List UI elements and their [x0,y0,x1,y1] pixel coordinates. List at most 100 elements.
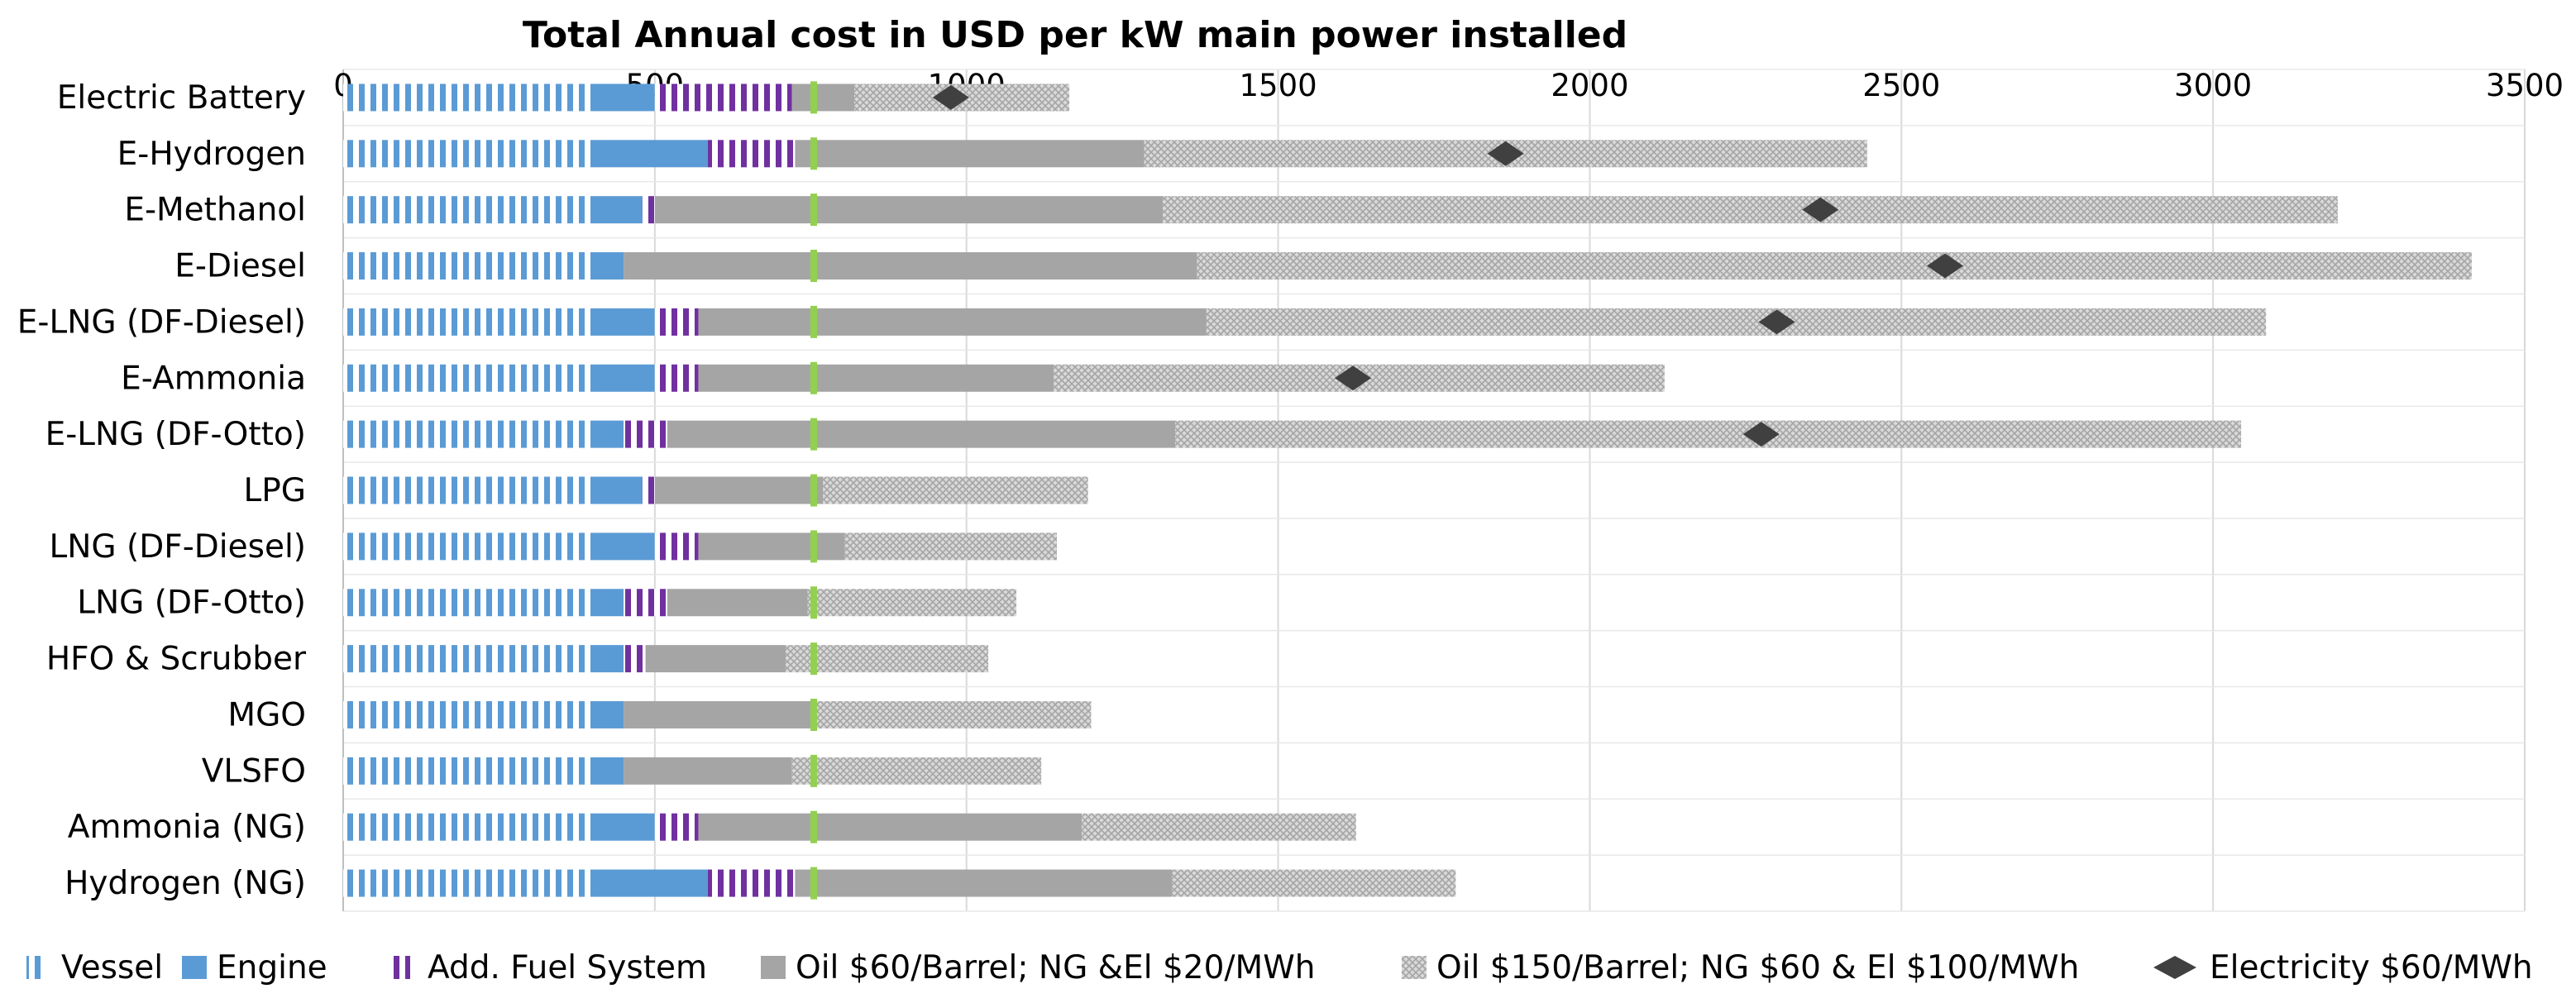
bar-oil-150-barrel-ng-60-el-100-mwh-e-lng-df-otto [1175,420,2242,448]
category-label-e-diesel: E-Diesel [174,248,306,285]
bar-add-fuel-system-lng-df-diesel [654,533,699,561]
bar-add-fuel-system-e-methanol [642,196,655,224]
bar-oil-150-barrel-ng-60-el-100-mwh-lng-df-otto [807,589,1017,617]
category-label-e-hydrogen: E-Hydrogen [117,136,306,173]
bar-engine-e-hydrogen [592,140,708,168]
bar-engine-lng-df-diesel [592,533,655,561]
category-label-e-ammonia: E-Ammonia [121,360,306,397]
bar-vessel-hydrogen-ng [343,869,593,897]
category-label-hydrogen-ng: Hydrogen (NG) [65,865,306,902]
legend-swatch [761,956,786,979]
bar-vessel-ammonia-ng [343,813,593,841]
category-label-hfo-scrubber: HFO & Scrubber [46,641,307,678]
bar-vessel-hfo-scrubber [343,645,593,673]
bar-oil-150-barrel-ng-60-el-100-mwh-mgo [814,700,1092,728]
legend: Vessel Engine Add. Fuel System Oil $60/Barr… [26,949,2533,986]
bar-add-fuel-system-lpg [642,476,655,504]
bar-vessel-lpg [343,476,593,504]
marker-e-hydrogen [1487,141,1524,166]
bar-oil-60-barrel-ng-el-20-mwh-e-lng-df-otto [667,420,1176,448]
marker-electric-battery [932,84,969,110]
category-label-vlsfo: VLSFO [202,752,306,790]
bar-vessel-e-diesel [343,252,593,280]
bar-add-fuel-system-e-lng-df-otto [624,420,667,448]
bar-vessel-e-lng-df-diesel [343,308,593,336]
legend-item-vessel: Vessel [26,949,163,986]
category-label-e-lng-df-otto: E-LNG (DF-Otto) [45,416,306,453]
bar-vessel-e-ammonia [343,364,593,392]
bar-oil-60-barrel-ng-el-20-mwh-e-lng-df-diesel [698,308,1207,336]
bar-engine-e-methanol [592,196,643,224]
bar-oil-150-barrel-ng-60-el-100-mwh-e-lng-df-diesel [1206,308,2267,336]
legend-item-add-fuel-system: Add. Fuel System [393,949,707,986]
marker-e-methanol [1802,197,1839,222]
bar-engine-e-diesel [592,252,624,280]
legend-label: Oil $60/Barrel; NG &El $20/MWh [796,949,1315,986]
bar-oil-60-barrel-ng-el-20-mwh-ammonia-ng [698,813,1082,841]
legend-label: Add. Fuel System [428,949,707,986]
category-label-ammonia-ng: Ammonia (NG) [68,809,306,846]
bar-oil-60-barrel-ng-el-20-mwh-vlsfo [624,757,792,785]
legend-item-oil-60-barrel-ng-el-20-mwh: Oil $60/Barrel; NG &El $20/MWh [761,949,1315,986]
bar-vessel-lng-df-diesel [343,533,593,561]
bar-engine-hfo-scrubber [592,645,624,673]
legend-label: Vessel [61,949,163,986]
bars [343,84,2472,897]
electricity-markers [932,84,1964,447]
bar-oil-150-barrel-ng-60-el-100-mwh-e-diesel [1197,252,2472,280]
bar-vessel-e-hydrogen [343,140,593,168]
bar-engine-lpg [592,476,643,504]
bar-add-fuel-system-hydrogen-ng [707,869,796,897]
category-label-lpg: LPG [244,472,306,509]
bar-add-fuel-system-e-lng-df-diesel [654,308,699,336]
bar-oil-60-barrel-ng-el-20-mwh-mgo [624,700,815,728]
bar-oil-60-barrel-ng-el-20-mwh-lng-df-diesel [698,533,845,561]
bar-oil-60-barrel-ng-el-20-mwh-hydrogen-ng [795,869,1173,897]
bar-oil-150-barrel-ng-60-el-100-mwh-hfo-scrubber [786,645,989,673]
bar-oil-150-barrel-ng-60-el-100-mwh-ammonia-ng [1082,813,1356,841]
bar-oil-60-barrel-ng-el-20-mwh-e-ammonia [698,364,1054,392]
bar-oil-60-barrel-ng-el-20-mwh-e-hydrogen [795,140,1145,168]
x-tick-label: 3500 [2486,68,2564,103]
bar-add-fuel-system-lng-df-otto [624,589,667,617]
legend-label: Oil $150/Barrel; NG $60 & El $100/MWh [1436,949,2079,986]
x-tick-label: 3000 [2174,68,2252,103]
legend-label: Electricity $60/MWh [2210,949,2533,986]
bar-engine-lng-df-otto [592,589,624,617]
bar-vessel-electric-battery [343,84,593,112]
bar-engine-vlsfo [592,757,624,785]
bar-add-fuel-system-hfo-scrubber [624,645,646,673]
legend-item-oil-150-barrel-ng-60-el-100-mwh: Oil $150/Barrel; NG $60 & El $100/MWh [1402,949,2079,986]
bar-oil-60-barrel-ng-el-20-mwh-e-methanol [654,196,1164,224]
bar-engine-electric-battery [592,84,655,112]
marker-e-lng-df-diesel [1758,309,1795,335]
bar-engine-ammonia-ng [592,813,655,841]
bar-add-fuel-system-electric-battery [654,84,792,112]
category-label-electric-battery: Electric Battery [57,79,306,117]
bar-engine-e-lng-df-diesel [592,308,655,336]
bar-oil-150-barrel-ng-60-el-100-mwh-lpg [823,476,1088,504]
category-label-mgo: MGO [227,696,306,733]
legend-item-electricity-60-mwh: Electricity $60/MWh [2153,949,2533,986]
bar-oil-60-barrel-ng-el-20-mwh-hfo-scrubber [645,645,786,673]
bar-oil-60-barrel-ng-el-20-mwh-lpg [654,476,824,504]
category-label-lng-df-otto: LNG (DF-Otto) [77,585,306,622]
bar-oil-150-barrel-ng-60-el-100-mwh-e-methanol [1163,196,2338,224]
bar-vessel-mgo [343,700,593,728]
marker-e-lng-df-otto [1742,422,1780,447]
legend-swatch [26,956,44,979]
legend-swatch [1402,956,1427,979]
x-tick-label: 1500 [1239,68,1317,103]
category-labels: Electric Battery E-Hydrogen E-Methanol E-Di… [17,79,307,902]
legend-item-engine: Engine [182,949,327,986]
bar-add-fuel-system-e-hydrogen [707,140,796,168]
bar-engine-e-ammonia [592,364,655,392]
bar-vessel-e-lng-df-otto [343,420,593,448]
bar-vessel-lng-df-otto [343,589,593,617]
bar-oil-150-barrel-ng-60-el-100-mwh-hydrogen-ng [1172,869,1456,897]
bar-oil-150-barrel-ng-60-el-100-mwh-lng-df-diesel [844,533,1058,561]
legend-swatch-diamond [2153,956,2196,979]
legend-swatch [393,956,410,979]
chart-title: Total Annual cost in USD per kW main pow… [523,14,1627,56]
